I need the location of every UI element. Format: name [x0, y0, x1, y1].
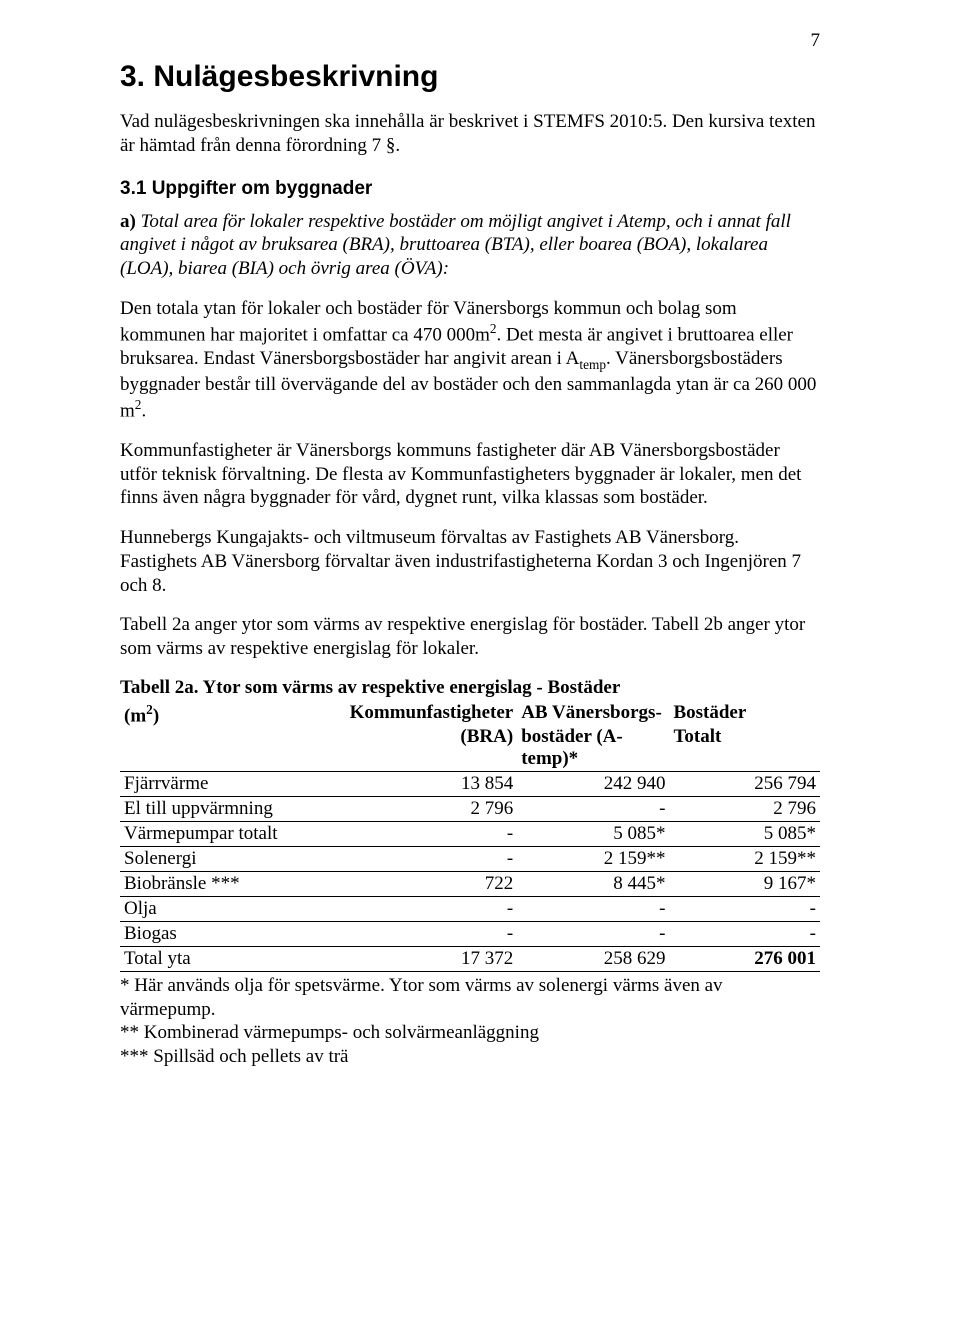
table-row: Solenergi - 2 159** 2 159** [120, 846, 820, 871]
table-row: Fjärrvärme 13 854 242 940 256 794 [120, 771, 820, 796]
header-cell: (BRA) [346, 725, 518, 772]
cell: - [346, 846, 518, 871]
cell: 2 159** [669, 846, 820, 871]
text-run: . [141, 400, 146, 421]
table-row: El till uppvärmning 2 796 - 2 796 [120, 796, 820, 821]
cell-total: 276 001 [669, 946, 820, 971]
cell: 5 085* [517, 821, 669, 846]
table-caption: Tabell 2a. Ytor som värms av respektive … [120, 677, 820, 699]
cell: 722 [346, 871, 518, 896]
document-page: 7 3. Nulägesbeskrivning Vad nulägesbeskr… [0, 0, 960, 1342]
cell: 5 085* [669, 821, 820, 846]
cell: 8 445* [517, 871, 669, 896]
subscript: temp [579, 356, 606, 371]
intro-paragraph: Vad nulägesbeskrivningen ska innehålla ä… [120, 110, 820, 158]
row-label: Solenergi [120, 846, 346, 871]
cell: 2 796 [346, 796, 518, 821]
footnote: * Här används olja för spetsvärme. Ytor … [120, 974, 820, 1022]
cell: - [669, 921, 820, 946]
area-table: (m2) Kommunfastigheter AB Vänersborgs- B… [120, 701, 820, 972]
row-label: El till uppvärmning [120, 796, 346, 821]
cell: - [669, 896, 820, 921]
cell: - [517, 921, 669, 946]
cell: 256 794 [669, 771, 820, 796]
header-cell-unit: (m2) [120, 701, 346, 772]
cell: 9 167* [669, 871, 820, 896]
header-cell: Bostäder [669, 701, 820, 725]
cell: 258 629 [517, 946, 669, 971]
page-number: 7 [811, 30, 821, 52]
table-row: Värmepumpar totalt - 5 085* 5 085* [120, 821, 820, 846]
header-cell: Kommunfastigheter [346, 701, 518, 725]
superscript: 2 [490, 321, 497, 336]
cell: - [346, 921, 518, 946]
body-paragraph-3: Hunnebergs Kungajakts- och viltmuseum fö… [120, 526, 820, 597]
table-header-row-1: (m2) Kommunfastigheter AB Vänersborgs- B… [120, 701, 820, 725]
text-run: (m [124, 705, 146, 726]
table-row: Biobränsle *** 722 8 445* 9 167* [120, 871, 820, 896]
table-total-row: Total yta 17 372 258 629 276 001 [120, 946, 820, 971]
section-heading: 3. Nulägesbeskrivning [120, 60, 820, 94]
list-marker: a) [120, 211, 136, 232]
footnote: *** Spillsäd och pellets av trä [120, 1045, 820, 1069]
row-label: Värmepumpar totalt [120, 821, 346, 846]
italic-definition-paragraph: a) Total area för lokaler respektive bos… [120, 210, 820, 281]
cell: 242 940 [517, 771, 669, 796]
italic-body-text: Total area för lokaler respektive bostäd… [120, 211, 791, 280]
row-label: Fjärrvärme [120, 771, 346, 796]
cell: 13 854 [346, 771, 518, 796]
body-paragraph-1: Den totala ytan för lokaler och bostäder… [120, 297, 820, 423]
cell: - [517, 796, 669, 821]
header-cell: bostäder (A-temp)* [517, 725, 669, 772]
body-paragraph-4: Tabell 2a anger ytor som värms av respek… [120, 613, 820, 661]
superscript: 2 [146, 702, 153, 717]
header-cell: AB Vänersborgs- [517, 701, 669, 725]
cell: 2 796 [669, 796, 820, 821]
body-paragraph-2: Kommunfastigheter är Vänersborgs kommuns… [120, 439, 820, 510]
row-label: Biobränsle *** [120, 871, 346, 896]
cell: - [346, 896, 518, 921]
cell: - [517, 896, 669, 921]
table-row: Biogas - - - [120, 921, 820, 946]
row-label: Total yta [120, 946, 346, 971]
table-footnotes: * Här används olja för spetsvärme. Ytor … [120, 974, 820, 1069]
footnote: ** Kombinerad värmepumps- och solvärmean… [120, 1021, 820, 1045]
row-label: Olja [120, 896, 346, 921]
header-cell: Totalt [669, 725, 820, 772]
row-label: Biogas [120, 921, 346, 946]
table-row: Olja - - - [120, 896, 820, 921]
cell: 17 372 [346, 946, 518, 971]
cell: - [346, 821, 518, 846]
cell: 2 159** [517, 846, 669, 871]
subsection-heading: 3.1 Uppgifter om byggnader [120, 178, 820, 200]
text-run: ) [153, 705, 159, 726]
